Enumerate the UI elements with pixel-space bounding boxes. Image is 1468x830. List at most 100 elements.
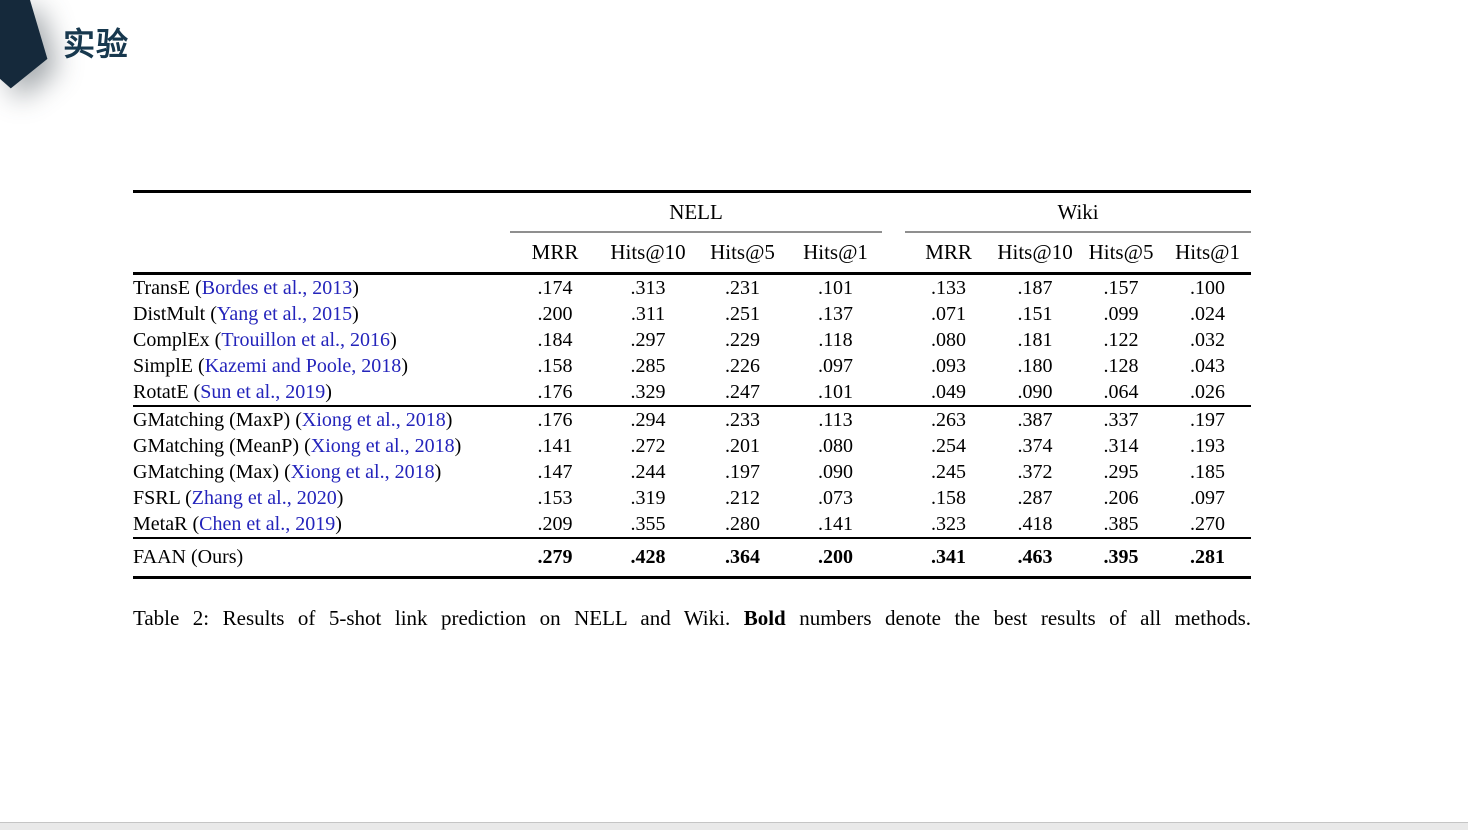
table-row: FAAN (Ours) .279.428.364.200 .341.463.395.… [133,537,1252,578]
value-cell: .364 [696,537,789,578]
corner-accent [0,0,70,100]
method-name: FSRL [133,487,181,509]
method-name: GMatching (MeanP) [133,435,300,457]
value-cell: .157 [1103,277,1139,299]
value-cell: .187 [1017,277,1053,299]
method-cell: TransE (Bordes et al., 2013) [133,277,359,299]
col-header-nell-hits10: Hits@10 [600,232,696,275]
value-cell: .141 [537,435,573,457]
value-cell: .329 [630,381,666,403]
table-caption: Table 2: Results of 5-shot link predicti… [133,603,1251,633]
value-cell: .100 [1190,277,1226,299]
value-cell: .128 [1103,355,1139,377]
value-cell: .101 [818,381,854,403]
value-cell: .158 [537,355,573,377]
col-header-wiki-mrr: MRR [905,232,993,275]
value-cell: .374 [1017,435,1053,457]
value-cell: .385 [1103,513,1139,535]
citation-link[interactable]: Xiong et al., 2018 [310,435,455,457]
value-cell: .147 [537,461,573,483]
value-cell: .174 [537,277,573,299]
value-cell: .200 [789,537,883,578]
value-cell: .026 [1190,381,1226,403]
corner-accent-shape [0,0,48,89]
value-cell: .226 [725,355,760,377]
group-header-nell: NELL [510,191,883,233]
group-gap-cell [882,511,905,538]
value-cell: .285 [630,355,666,377]
value-cell: .064 [1103,381,1139,403]
value-cell: .428 [600,537,696,578]
group-gap-cell [882,433,905,459]
group-gap-cell [882,232,906,275]
citation-link[interactable]: Kazemi and Poole, 2018 [204,355,402,377]
group-header-wiki: Wiki [905,191,1252,233]
value-cell: .090 [1017,381,1053,403]
method-name: GMatching (MaxP) [133,409,291,431]
value-cell: .337 [1078,405,1165,433]
value-cell: .272 [630,435,666,457]
value-cell: .323 [931,513,967,535]
table-row: TransE (Bordes et al., 2013) .174 .313 .231… [133,274,1251,302]
value-cell: .201 [725,435,760,457]
citation-link[interactable]: Chen et al., 2019 [199,513,336,535]
caption-bold-word: Bold [743,606,786,630]
value-cell: .113 [789,405,883,433]
group-gap-cell [882,537,906,578]
method-cell: RotatE (Sun et al., 2019) [133,381,332,403]
method-cell: MetaR (Chen et al., 2019) [133,513,342,535]
value-cell: .244 [630,461,666,483]
citation-link[interactable]: Trouillon et al., 2016 [221,329,391,351]
value-cell: .133 [931,277,967,299]
value-cell: .185 [1190,461,1226,483]
value-cell: .090 [818,461,854,483]
method-name: RotatE [133,381,189,403]
table-row: GMatching (MeanP) (Xiong et al., 2018) .1… [133,433,1251,459]
group-gap-cell [882,327,905,353]
citation-link[interactable]: Sun et al., 2019 [200,381,326,403]
table-body: TransE (Bordes et al., 2013) .174 .313 .231… [133,274,1252,578]
value-cell: .209 [537,513,573,535]
table-row: GMatching (Max) (Xiong et al., 2018) .147… [133,459,1251,485]
col-header-wiki-hits1: Hits@1 [1164,232,1252,275]
value-cell: .341 [905,537,993,578]
citation-link[interactable]: Yang et al., 2015 [216,303,353,325]
method-cell: FSRL (Zhang et al., 2020) [133,487,344,509]
table-row: DistMult (Yang et al., 2015) .200 .311 .251… [133,301,1251,327]
value-cell: .080 [818,435,854,457]
value-cell: .137 [818,303,854,325]
method-name: DistMult [133,303,206,325]
value-cell: .245 [931,461,967,483]
method-name: MetaR [133,513,188,535]
value-cell: .043 [1190,355,1226,377]
citation-link[interactable]: Xiong et al., 2018 [301,409,446,431]
value-cell: .314 [1103,435,1139,457]
method-name: FAAN (Ours) [133,546,244,568]
citation-link[interactable]: Bordes et al., 2013 [201,277,353,299]
value-cell: .281 [1164,537,1252,578]
value-cell: .212 [725,487,760,509]
value-cell: .153 [537,487,573,509]
method-cell: SimplE (Kazemi and Poole, 2018) [133,355,408,377]
citation-link[interactable]: Zhang et al., 2020 [191,487,337,509]
group-gap-cell [882,274,905,302]
value-cell: .184 [537,329,573,351]
value-cell: .193 [1190,435,1226,457]
group-gap-cell [882,459,905,485]
value-cell: .141 [818,513,854,535]
value-cell: .097 [1190,487,1226,509]
value-cell: .247 [725,381,760,403]
method-cell: DistMult (Yang et al., 2015) [133,303,359,325]
value-cell: .231 [725,277,760,299]
citation-link[interactable]: Xiong et al., 2018 [290,461,435,483]
col-header-nell-mrr: MRR [510,232,600,275]
value-cell: .176 [510,405,600,433]
slide-title: 实验 [63,26,130,62]
method-cell: GMatching (Max) (Xiong et al., 2018) [133,461,442,483]
value-cell: .101 [818,277,854,299]
col-header-nell-hits1: Hits@1 [789,232,883,275]
value-cell: .200 [537,303,573,325]
value-cell: .311 [630,303,666,325]
group-gap-cell [882,405,906,433]
